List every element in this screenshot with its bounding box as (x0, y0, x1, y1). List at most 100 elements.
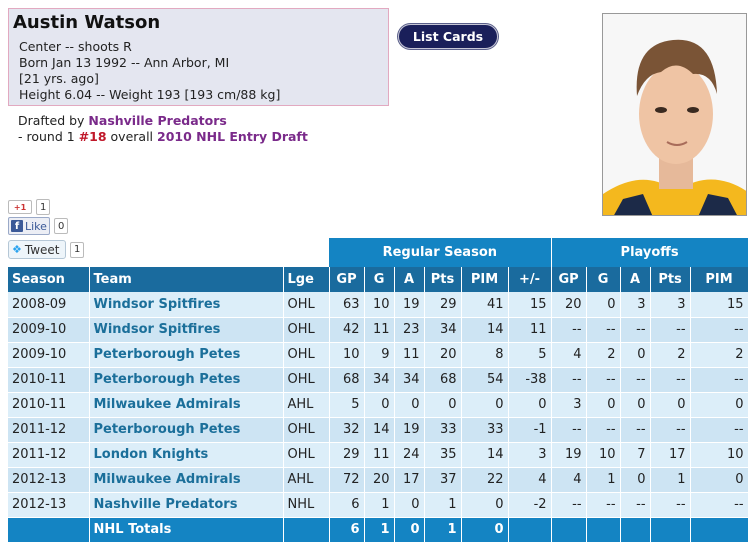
cell-team[interactable]: Peterborough Petes (89, 342, 284, 368)
total-pts: 1 (424, 517, 462, 542)
col-header-a[interactable]: A (394, 267, 425, 292)
player-profile-box: Austin Watson Center -- shoots R Born Ja… (8, 8, 389, 106)
gplus-count: 1 (36, 199, 51, 215)
draft-overall: overall (106, 129, 157, 144)
cell-gp: 68 (329, 367, 365, 393)
cell-pim: 41 (461, 292, 509, 318)
cell-po-pim: -- (690, 317, 748, 343)
total-gp: 6 (329, 517, 365, 542)
column-header-row: Season Team Lge GP G A Pts PIM +/- GP G A Pts PIM (8, 267, 748, 292)
cell-team[interactable]: Windsor Spitfires (89, 292, 284, 318)
cell-a: 23 (394, 317, 425, 343)
cell-po-gp: -- (551, 417, 587, 443)
cell-lge: OHL (283, 367, 330, 393)
cell-team[interactable]: Nashville Predators (89, 492, 284, 518)
draft-name-link[interactable]: 2010 NHL Entry Draft (157, 129, 308, 144)
cell-pim: 8 (461, 342, 509, 368)
player-birth: Born Jan 13 1992 -- Ann Arbor, MI (19, 55, 230, 70)
draft-prefix: Drafted by (18, 113, 89, 128)
col-header-plus-minus[interactable]: +/- (508, 267, 552, 292)
gplus-button[interactable]: +1 (8, 200, 32, 214)
cell-season: 2012-13 (8, 492, 90, 518)
table-row: 2012-13 Nashville Predators NHL 6 1 0 1 0 -2 -- --… (8, 492, 748, 518)
player-position: Center -- shoots R (19, 39, 132, 54)
cell-plus-minus: 0 (508, 392, 552, 418)
cell-gp: 29 (329, 442, 365, 468)
player-size: Height 6.04 -- Weight 193 [193 cm/88 kg] (19, 87, 281, 102)
cell-pim: 54 (461, 367, 509, 393)
cell-season: 2011-12 (8, 442, 90, 468)
career-stats-table: Regular Season Playoffs Season Team Lge GP G… (8, 238, 748, 542)
table-row: 2009-10 Peterborough Petes OHL 10 9 11 20 8 5 4 2 0… (8, 342, 748, 368)
cell-plus-minus: 3 (508, 442, 552, 468)
cell-po-pim: 10 (690, 442, 748, 468)
draft-team-link[interactable]: Nashville Predators (88, 113, 227, 128)
cell-pim: 14 (461, 317, 509, 343)
col-header-po-gp[interactable]: GP (551, 267, 587, 292)
cell-plus-minus: 11 (508, 317, 552, 343)
cell-gp: 10 (329, 342, 365, 368)
cell-po-gp: -- (551, 317, 587, 343)
gplus-icon: +1 (13, 202, 27, 212)
cell-po-pts: 17 (650, 442, 691, 468)
cell-pts: 33 (424, 417, 462, 443)
col-header-po-a[interactable]: A (620, 267, 651, 292)
cell-pim: 22 (461, 467, 509, 493)
table-row: 2010-11 Milwaukee Admirals AHL 5 0 0 0 0 0 3 0 0 0 0 (8, 392, 748, 418)
totals-row: NHL Totals 6 1 0 1 0 (8, 517, 748, 542)
cell-g: 10 (364, 292, 395, 318)
cell-lge: OHL (283, 417, 330, 443)
total-pim: 0 (461, 517, 509, 542)
cell-g: 1 (364, 492, 395, 518)
cell-po-a: 7 (620, 442, 651, 468)
col-header-pts[interactable]: Pts (424, 267, 462, 292)
col-header-g[interactable]: G (364, 267, 395, 292)
col-header-gp[interactable]: GP (329, 267, 365, 292)
twitter-bird-icon: ❖ (12, 243, 22, 256)
cell-lge: NHL (283, 492, 330, 518)
cell-lge: AHL (283, 467, 330, 493)
cell-po-pts: 2 (650, 342, 691, 368)
cell-team[interactable]: Peterborough Petes (89, 417, 284, 443)
player-age: [21 yrs. ago] (19, 71, 99, 86)
group-header-row: Regular Season Playoffs (8, 238, 748, 267)
tweet-button[interactable]: ❖ Tweet (8, 240, 66, 259)
col-header-pim[interactable]: PIM (461, 267, 509, 292)
cell-pts: 1 (424, 492, 462, 518)
player-photo (602, 13, 747, 216)
cell-po-pim: -- (690, 367, 748, 393)
cell-po-a: 0 (620, 342, 651, 368)
cell-gp: 72 (329, 467, 365, 493)
cell-po-pts: -- (650, 492, 691, 518)
table-row: 2009-10 Windsor Spitfires OHL 42 11 23 34 14 11-… (8, 317, 748, 343)
list-cards-button[interactable]: List Cards (398, 24, 498, 49)
cell-g: 34 (364, 367, 395, 393)
cell-g: 20 (364, 467, 395, 493)
cell-po-gp: 4 (551, 467, 587, 493)
cell-team[interactable]: Milwaukee Admirals (89, 467, 284, 493)
cell-gp: 32 (329, 417, 365, 443)
cell-po-pts: -- (650, 367, 691, 393)
col-header-lge[interactable]: Lge (283, 267, 330, 292)
col-header-po-pts[interactable]: Pts (650, 267, 691, 292)
facebook-like-button[interactable]: f Like (8, 217, 50, 235)
col-header-po-g[interactable]: G (586, 267, 621, 292)
cell-team[interactable]: London Knights (89, 442, 284, 468)
draft-pick: #18 (78, 129, 107, 144)
cell-po-g: 0 (586, 292, 621, 318)
cell-season: 2011-12 (8, 417, 90, 443)
cell-season: 2008-09 (8, 292, 90, 318)
cell-team[interactable]: Windsor Spitfires (89, 317, 284, 343)
total-po-pts (650, 517, 691, 542)
cell-po-pts: 1 (650, 467, 691, 493)
col-header-season[interactable]: Season (8, 267, 90, 292)
col-header-po-pim[interactable]: PIM (690, 267, 748, 292)
cell-plus-minus: -38 (508, 367, 552, 393)
cell-team[interactable]: Milwaukee Admirals (89, 392, 284, 418)
col-header-team[interactable]: Team (89, 267, 284, 292)
cell-po-a: -- (620, 367, 651, 393)
cell-season: 2009-10 (8, 317, 90, 343)
cell-pim: 14 (461, 442, 509, 468)
cell-team[interactable]: Peterborough Petes (89, 367, 284, 393)
cell-a: 0 (394, 492, 425, 518)
